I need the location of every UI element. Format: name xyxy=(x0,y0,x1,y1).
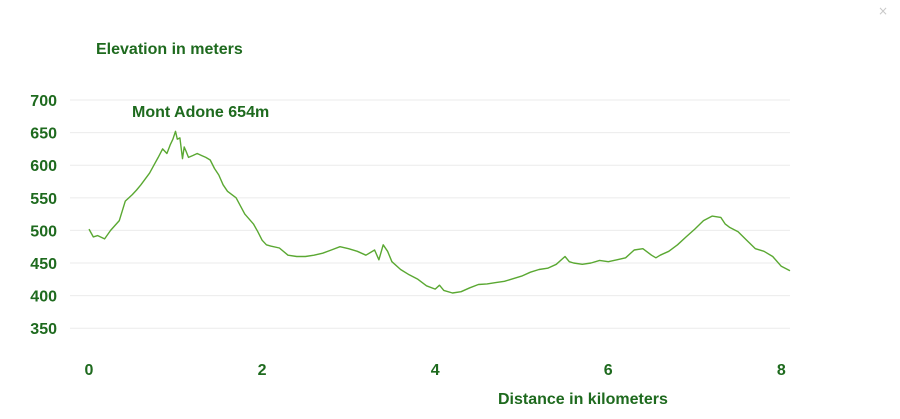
x-tick-label: 0 xyxy=(85,362,94,379)
y-tick-label: 400 xyxy=(30,289,57,306)
y-axis-label: Elevation in meters xyxy=(96,41,243,58)
y-axis-ticks: 350 400 450 500 550 600 650 700 xyxy=(30,93,57,338)
x-tick-label: 8 xyxy=(777,362,786,379)
y-tick-label: 600 xyxy=(30,158,57,175)
y-tick-label: 350 xyxy=(30,321,57,338)
x-axis-label: Distance in kilometers xyxy=(498,391,668,408)
y-tick-label: 550 xyxy=(30,191,57,208)
y-tick-label: 450 xyxy=(30,256,57,273)
y-tick-label: 500 xyxy=(30,223,57,240)
peak-annotation: Mont Adone 654m xyxy=(132,104,269,121)
grid-lines xyxy=(70,99,790,329)
close-icon[interactable]: × xyxy=(877,4,888,18)
x-tick-label: 4 xyxy=(431,362,440,379)
elevation-profile-line xyxy=(88,130,791,294)
x-tick-label: 6 xyxy=(604,362,613,379)
y-tick-label: 700 xyxy=(30,93,57,110)
x-axis-ticks: 0 2 4 6 8 xyxy=(85,362,786,379)
y-tick-label: 650 xyxy=(30,126,57,143)
x-tick-label: 2 xyxy=(258,362,267,379)
